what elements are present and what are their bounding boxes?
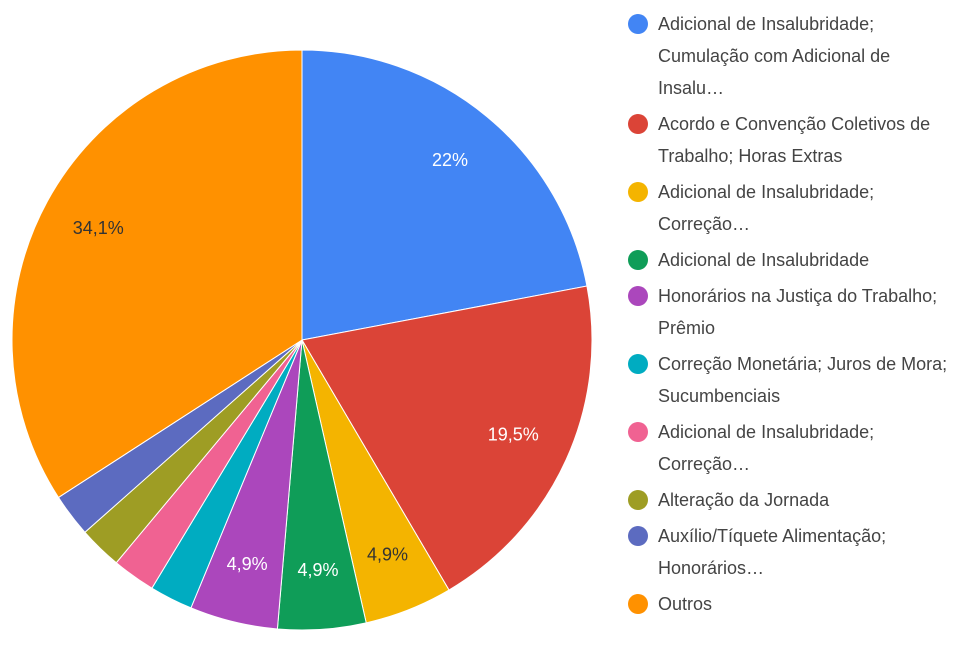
legend-swatch [628, 286, 648, 306]
legend-item: Outros [628, 588, 959, 620]
slice-label: 34,1% [73, 218, 124, 238]
legend-swatch [628, 114, 648, 134]
pie-slice [301, 49, 588, 341]
legend-label: Correção Monetária; Juros de Mora; Sucum… [658, 354, 948, 406]
legend-label: Adicional de Insalubridade; Correção… [658, 422, 875, 474]
legend-item: Auxílio/Tíquete Alimentação; Honorários… [628, 520, 959, 584]
legend-label: Auxílio/Tíquete Alimentação; Honorários… [658, 526, 887, 578]
slice-label: 4,9% [367, 544, 408, 564]
legend-swatch [628, 182, 648, 202]
legend: Adicional de Insalubridade; Cumulação co… [628, 8, 959, 624]
legend-label: Honorários na Justiça do Trabalho; Prêmi… [658, 286, 938, 338]
legend-label: Adicional de Insalubridade [658, 250, 870, 270]
legend-item: Adicional de Insalubridade; Correção… [628, 176, 959, 240]
legend-item: Adicional de Insalubridade; Cumulação co… [628, 8, 959, 104]
legend-item: Correção Monetária; Juros de Mora; Sucum… [628, 348, 959, 412]
legend-item: Adicional de Insalubridade [628, 244, 959, 276]
legend-swatch [628, 490, 648, 510]
chart: 22% 19,5% 4,9% 4,9% 4,9% 34,1% [11, 49, 593, 631]
legend-swatch [628, 526, 648, 546]
slice-label: 4,9% [227, 554, 268, 574]
legend-label: Adicional de Insalubridade; Correção… [658, 182, 875, 234]
slice-label: 19,5% [488, 425, 539, 445]
legend-swatch [628, 14, 648, 34]
legend-item: Adicional de Insalubridade; Correção… [628, 416, 959, 480]
legend-swatch [628, 354, 648, 374]
legend-label: Outros [658, 594, 713, 614]
legend-item: Honorários na Justiça do Trabalho; Prêmi… [628, 280, 959, 344]
legend-label: Alteração da Jornada [658, 490, 830, 510]
legend-swatch [628, 422, 648, 442]
legend-swatch [628, 250, 648, 270]
slice-label: 4,9% [298, 560, 339, 580]
legend-label: Acordo e Convenção Coletivos de Trabalho… [658, 114, 931, 166]
legend-item: Alteração da Jornada [628, 484, 959, 516]
pie-slice [11, 49, 303, 499]
legend-label: Adicional de Insalubridade; Cumulação co… [658, 14, 891, 98]
legend-swatch [628, 594, 648, 614]
legend-item: Acordo e Convenção Coletivos de Trabalho… [628, 108, 959, 172]
pie-slice [301, 285, 593, 591]
slice-label: 22% [432, 150, 468, 170]
